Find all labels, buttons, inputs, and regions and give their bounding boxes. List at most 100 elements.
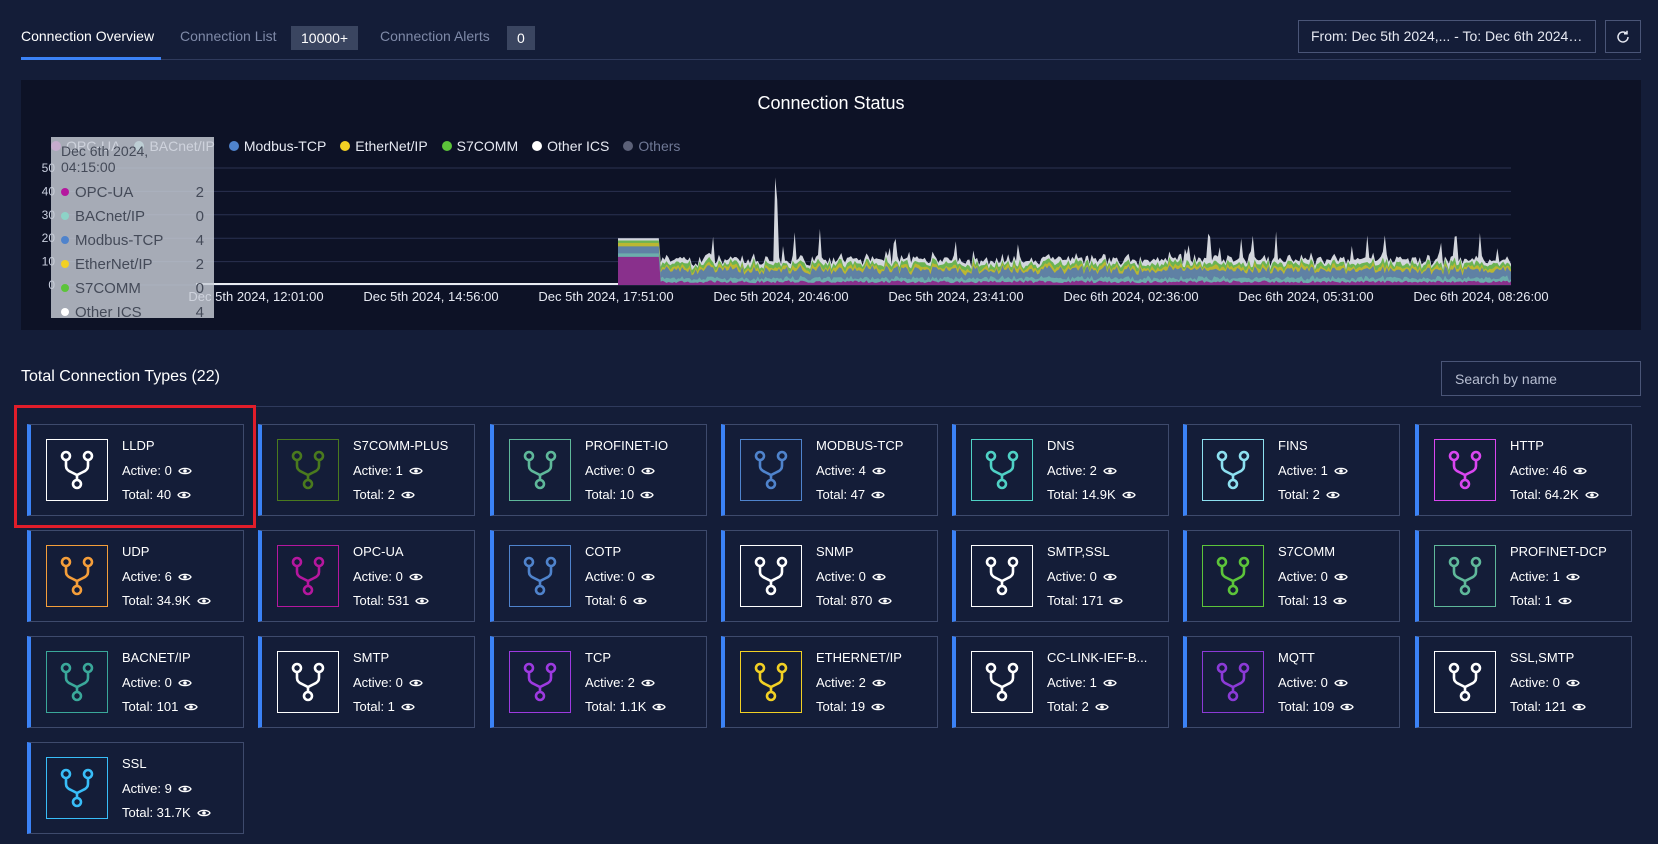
connection-type-card-dns[interactable]: DNS Active: 2 Total: 14.9K bbox=[952, 424, 1169, 516]
connection-type-card-udp[interactable]: UDP Active: 6 Total: 34.9K bbox=[27, 530, 244, 622]
card-title: SMTP bbox=[353, 650, 390, 665]
eye-icon[interactable] bbox=[872, 678, 886, 688]
card-title: UDP bbox=[122, 544, 150, 559]
eye-icon[interactable] bbox=[178, 466, 192, 476]
eye-icon[interactable] bbox=[1333, 596, 1347, 606]
tooltip-series-value: 0 bbox=[195, 279, 204, 297]
connection-type-card-mqtt[interactable]: MQTT Active: 0 Total: 109 bbox=[1183, 636, 1400, 728]
eye-icon[interactable] bbox=[872, 572, 886, 582]
eye-icon[interactable] bbox=[1109, 596, 1124, 606]
card-active-count: Active: 0 bbox=[122, 463, 172, 478]
connection-type-card-s7comm[interactable]: S7COMM Active: 0 Total: 13 bbox=[1183, 530, 1400, 622]
eye-icon[interactable] bbox=[184, 702, 199, 712]
card-total-row: Total: 31.7K bbox=[122, 805, 211, 820]
card-total-row: Total: 13 bbox=[1278, 593, 1347, 608]
eye-icon[interactable] bbox=[1334, 678, 1348, 688]
eye-icon[interactable] bbox=[1572, 702, 1587, 712]
refresh-button[interactable] bbox=[1605, 20, 1641, 53]
card-active-count: Active: 4 bbox=[816, 463, 866, 478]
eye-icon[interactable] bbox=[401, 490, 415, 500]
connection-type-card-http[interactable]: HTTP Active: 46 Total: 64.2K bbox=[1415, 424, 1632, 516]
eye-icon[interactable] bbox=[409, 572, 423, 582]
eye-icon[interactable] bbox=[872, 466, 886, 476]
eye-icon[interactable] bbox=[1334, 466, 1348, 476]
eye-icon[interactable] bbox=[178, 678, 192, 688]
eye-icon[interactable] bbox=[1334, 572, 1348, 582]
eye-icon[interactable] bbox=[409, 678, 423, 688]
network-branch-icon bbox=[46, 651, 108, 713]
eye-icon[interactable] bbox=[1121, 490, 1136, 500]
eye-icon[interactable] bbox=[1103, 678, 1117, 688]
card-active-row: Active: 6 bbox=[122, 569, 192, 584]
eye-icon[interactable] bbox=[401, 702, 415, 712]
card-active-count: Active: 0 bbox=[1510, 675, 1560, 690]
eye-icon[interactable] bbox=[652, 702, 667, 712]
legend-item-others[interactable]: Others bbox=[623, 138, 680, 154]
eye-icon[interactable] bbox=[1095, 702, 1109, 712]
card-active-row: Active: 9 bbox=[122, 781, 192, 796]
connection-type-card-ethernet-ip[interactable]: ETHERNET/IP Active: 2 Total: 19 bbox=[721, 636, 938, 728]
connection-type-card-modbus-tcp[interactable]: MODBUS-TCP Active: 4 Total: 47 bbox=[721, 424, 938, 516]
network-branch-icon bbox=[46, 757, 108, 819]
eye-icon[interactable] bbox=[1558, 596, 1572, 606]
legend-label: Other ICS bbox=[547, 138, 610, 154]
connection-type-card-cotp[interactable]: COTP Active: 0 Total: 6 bbox=[490, 530, 707, 622]
network-branch-icon bbox=[1202, 439, 1264, 501]
connection-type-card-profinet-io[interactable]: PROFINET-IO Active: 0 Total: 10 bbox=[490, 424, 707, 516]
card-total-row: Total: 2 bbox=[353, 487, 415, 502]
tooltip-series-name: S7COMM bbox=[75, 279, 141, 297]
connection-type-card-fins[interactable]: FINS Active: 1 Total: 2 bbox=[1183, 424, 1400, 516]
eye-icon[interactable] bbox=[409, 466, 423, 476]
legend-item-s7comm[interactable]: S7COMM bbox=[441, 138, 518, 154]
eye-icon[interactable] bbox=[178, 784, 192, 794]
eye-icon[interactable] bbox=[196, 596, 211, 606]
connection-type-card-profinet-dcp[interactable]: PROFINET-DCP Active: 1 Total: 1 bbox=[1415, 530, 1632, 622]
eye-icon[interactable] bbox=[878, 596, 893, 606]
eye-icon[interactable] bbox=[1326, 490, 1340, 500]
network-branch-icon bbox=[509, 651, 571, 713]
eye-icon[interactable] bbox=[871, 702, 885, 712]
eye-icon[interactable] bbox=[1573, 466, 1587, 476]
card-total-count: Total: 109 bbox=[1278, 699, 1335, 714]
legend-item-modbus-tcp[interactable]: Modbus-TCP bbox=[228, 138, 326, 154]
tab-connection-list[interactable]: Connection List bbox=[180, 28, 277, 44]
connection-type-card-ssl-smtp[interactable]: SSL,SMTP Active: 0 Total: 121 bbox=[1415, 636, 1632, 728]
search-input[interactable] bbox=[1441, 361, 1641, 396]
connection-type-card-snmp[interactable]: SNMP Active: 0 Total: 870 bbox=[721, 530, 938, 622]
legend-item-ethernet-ip[interactable]: EtherNet/IP bbox=[340, 138, 428, 154]
eye-icon[interactable] bbox=[415, 596, 430, 606]
eye-icon[interactable] bbox=[1340, 702, 1355, 712]
connection-type-card-smtp-ssl[interactable]: SMTP,SSL Active: 0 Total: 171 bbox=[952, 530, 1169, 622]
connection-type-card-s7comm-plus[interactable]: S7COMM-PLUS Active: 1 Total: 2 bbox=[258, 424, 475, 516]
eye-icon[interactable] bbox=[871, 490, 885, 500]
card-active-count: Active: 1 bbox=[1510, 569, 1560, 584]
card-title: OPC-UA bbox=[353, 544, 404, 559]
date-range-picker[interactable]: From: Dec 5th 2024,... - To: Dec 6th 202… bbox=[1298, 20, 1596, 53]
tab-connection-overview[interactable]: Connection Overview bbox=[21, 28, 155, 44]
eye-icon[interactable] bbox=[1103, 572, 1117, 582]
connection-type-card-lldp[interactable]: LLDP Active: 0 Total: 40 bbox=[27, 424, 244, 516]
connection-type-card-opc-ua[interactable]: OPC-UA Active: 0 Total: 531 bbox=[258, 530, 475, 622]
connection-type-card-cc-link-ief-b[interactable]: CC-LINK-IEF-B... Active: 1 Total: 2 bbox=[952, 636, 1169, 728]
eye-icon[interactable] bbox=[196, 808, 211, 818]
card-title: S7COMM-PLUS bbox=[353, 438, 449, 453]
eye-icon[interactable] bbox=[1103, 466, 1117, 476]
eye-icon[interactable] bbox=[1566, 678, 1580, 688]
legend-item-other-ics[interactable]: Other ICS bbox=[532, 138, 609, 154]
eye-icon[interactable] bbox=[177, 490, 191, 500]
eye-icon[interactable] bbox=[633, 596, 647, 606]
eye-icon[interactable] bbox=[641, 466, 655, 476]
card-active-row: Active: 0 bbox=[1278, 675, 1348, 690]
eye-icon[interactable] bbox=[641, 572, 655, 582]
eye-icon[interactable] bbox=[640, 490, 654, 500]
tab-connection-alerts[interactable]: Connection Alerts bbox=[380, 28, 490, 44]
eye-icon[interactable] bbox=[641, 678, 655, 688]
connection-type-card-ssl[interactable]: SSL Active: 9 Total: 31.7K bbox=[27, 742, 244, 834]
eye-icon[interactable] bbox=[178, 572, 192, 582]
connection-type-card-smtp[interactable]: SMTP Active: 0 Total: 1 bbox=[258, 636, 475, 728]
connection-type-card-tcp[interactable]: TCP Active: 2 Total: 1.1K bbox=[490, 636, 707, 728]
eye-icon[interactable] bbox=[1584, 490, 1599, 500]
connection-type-card-bacnet-ip[interactable]: BACNET/IP Active: 0 Total: 101 bbox=[27, 636, 244, 728]
eye-icon[interactable] bbox=[1566, 572, 1580, 582]
